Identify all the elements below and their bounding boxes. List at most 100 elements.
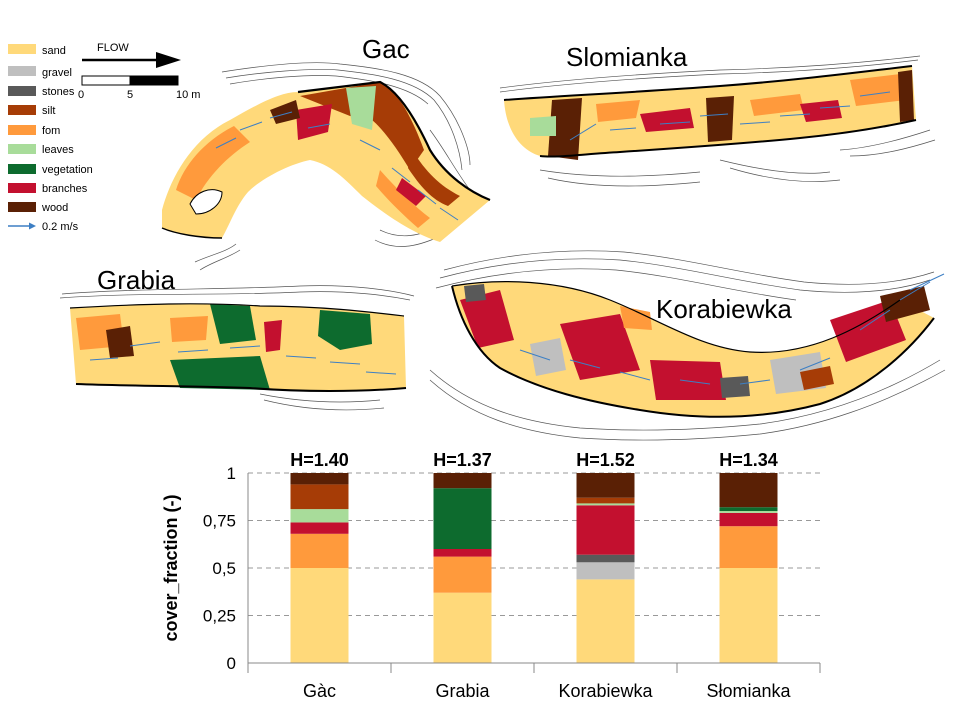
legend-label-gravel: gravel: [42, 67, 72, 79]
gac-leaves-patch: [346, 86, 376, 130]
bar-segment-stones: [576, 554, 635, 563]
legend-item-branches: branches: [8, 183, 88, 195]
bar-segment-fom: [290, 533, 349, 568]
legend-label-fom: fom: [42, 125, 60, 137]
x-category-label: Grabia: [435, 681, 490, 701]
bar-segment-vegetation: [719, 507, 778, 511]
map-grabia: Grabia: [59, 265, 415, 411]
bar-segment-fom: [719, 526, 778, 568]
slomianka-wood-patch-3: [898, 70, 914, 122]
legend-swatch-stones: [8, 86, 36, 96]
x-category-label: Gàc: [303, 681, 336, 701]
scale-bar-black: [129, 75, 179, 86]
map-title-grabia: Grabia: [97, 265, 176, 295]
grabia-velocity-arrows: [89, 341, 397, 375]
gac-bank-line: [297, 80, 491, 202]
gac-fom-patch-2: [376, 170, 430, 228]
korabiewka-bank-line-2: [451, 281, 901, 353]
legend: sand gravel stones silt fom leaves veget…: [8, 44, 93, 233]
slomianka-fom-patch-3: [850, 74, 906, 106]
bar-segment-branches: [290, 522, 349, 534]
slomianka-wood-patch: [548, 98, 582, 160]
map-title-slomianka: Slomianka: [566, 42, 688, 72]
grabia-vegetation-bottom: [170, 356, 270, 390]
y-tick-label: 0: [227, 654, 236, 673]
bar-stack-korabiewka: [576, 473, 635, 663]
x-category-label: Słomianka: [706, 681, 791, 701]
legend-label-sand: sand: [42, 45, 66, 57]
h-annotation: H=1.37: [433, 450, 492, 470]
scale-tick-0: 0: [78, 89, 84, 101]
korabiewka-branches-patch-2: [560, 314, 640, 380]
legend-item-leaves: leaves: [8, 144, 74, 156]
bar-segment-sand: [719, 568, 778, 663]
bar-stack-slomianka: [719, 473, 778, 663]
legend-item-fom: fom: [8, 125, 60, 137]
slomianka-contours: [499, 55, 936, 187]
gac-channel: [161, 80, 491, 242]
y-tick-label: 0,75: [203, 512, 236, 531]
slomianka-bank-line: [503, 65, 913, 101]
grabia-vegetation-top: [210, 304, 256, 344]
bar-segment-sand: [433, 592, 492, 663]
grabia-wood-patch: [106, 326, 134, 358]
legend-swatch-gravel: [8, 66, 36, 76]
scale-tick-10: 10 m: [176, 89, 200, 101]
bar-segment-leaves: [719, 511, 778, 513]
korabiewka-gravel-patch: [530, 338, 566, 376]
grabia-contours: [59, 285, 415, 411]
gac-silt-edge: [408, 150, 460, 206]
flow-label: FLOW: [97, 42, 129, 54]
korabiewka-bank-line: [451, 285, 935, 418]
flow-indicator: FLOW: [82, 42, 181, 68]
flow-arrow-icon: [82, 52, 181, 68]
bar-segment-silt: [576, 497, 635, 504]
legend-swatch-fom: [8, 125, 36, 135]
x-category-labels: Gàc Grabia Korabiewka Słomianka: [303, 681, 792, 701]
map-gac: Gac: [161, 34, 491, 271]
velocity-arrow-icon: [8, 222, 36, 230]
bar-segment-leaves: [576, 503, 635, 506]
legend-label-silt: silt: [42, 105, 55, 117]
slomianka-leaves-patch: [530, 116, 556, 136]
gac-island: [189, 189, 223, 215]
legend-label-velocity: 0.2 m/s: [42, 221, 79, 233]
bar-segment-wood: [719, 473, 778, 508]
korabiewka-stones-patch-2: [720, 376, 750, 398]
gac-fom-patch: [176, 126, 250, 200]
map-korabiewka: Korabiewka: [429, 250, 946, 441]
grabia-bank-line-2: [69, 303, 405, 317]
legend-label-vegetation: vegetation: [42, 164, 93, 176]
bar-segment-wood: [433, 473, 492, 489]
grabia-fom-patch-2: [170, 316, 208, 342]
slomianka-velocity-arrows: [569, 91, 891, 141]
bar-segment-branches: [576, 505, 635, 555]
korabiewka-fom-patch: [620, 306, 652, 330]
korabiewka-channel: [451, 281, 935, 418]
bar-segment-leaves: [290, 509, 349, 523]
legend-item-gravel: gravel: [8, 66, 72, 79]
y-tick-label: 0,5: [212, 559, 236, 578]
bar-segment-sand: [290, 568, 349, 663]
korabiewka-branches-patch-3: [650, 360, 726, 400]
korabiewka-velocity-arrows: [519, 273, 945, 385]
slomianka-channel: [503, 65, 917, 160]
bars: [290, 473, 778, 663]
legend-swatch-vegetation: [8, 164, 36, 174]
legend-swatch-sand: [8, 44, 36, 54]
legend-label-stones: stones: [42, 86, 75, 98]
bar-segment-branches: [719, 512, 778, 527]
h-annotations: H=1.40 H=1.37 H=1.52 H=1.34: [290, 450, 778, 470]
legend-label-wood: wood: [41, 202, 68, 214]
map-title-gac: Gac: [362, 34, 410, 64]
x-category-label: Korabiewka: [558, 681, 653, 701]
legend-item-sand: sand: [8, 44, 66, 57]
grabia-bank-line: [75, 383, 407, 392]
legend-label-branches: branches: [42, 183, 88, 195]
legend-swatch-branches: [8, 183, 36, 193]
gac-wood-patch: [270, 100, 300, 124]
bar-segment-sand: [576, 579, 635, 663]
korabiewka-wood-patch: [880, 286, 930, 322]
korabiewka-contours: [429, 250, 946, 441]
h-annotation: H=1.34: [719, 450, 778, 470]
